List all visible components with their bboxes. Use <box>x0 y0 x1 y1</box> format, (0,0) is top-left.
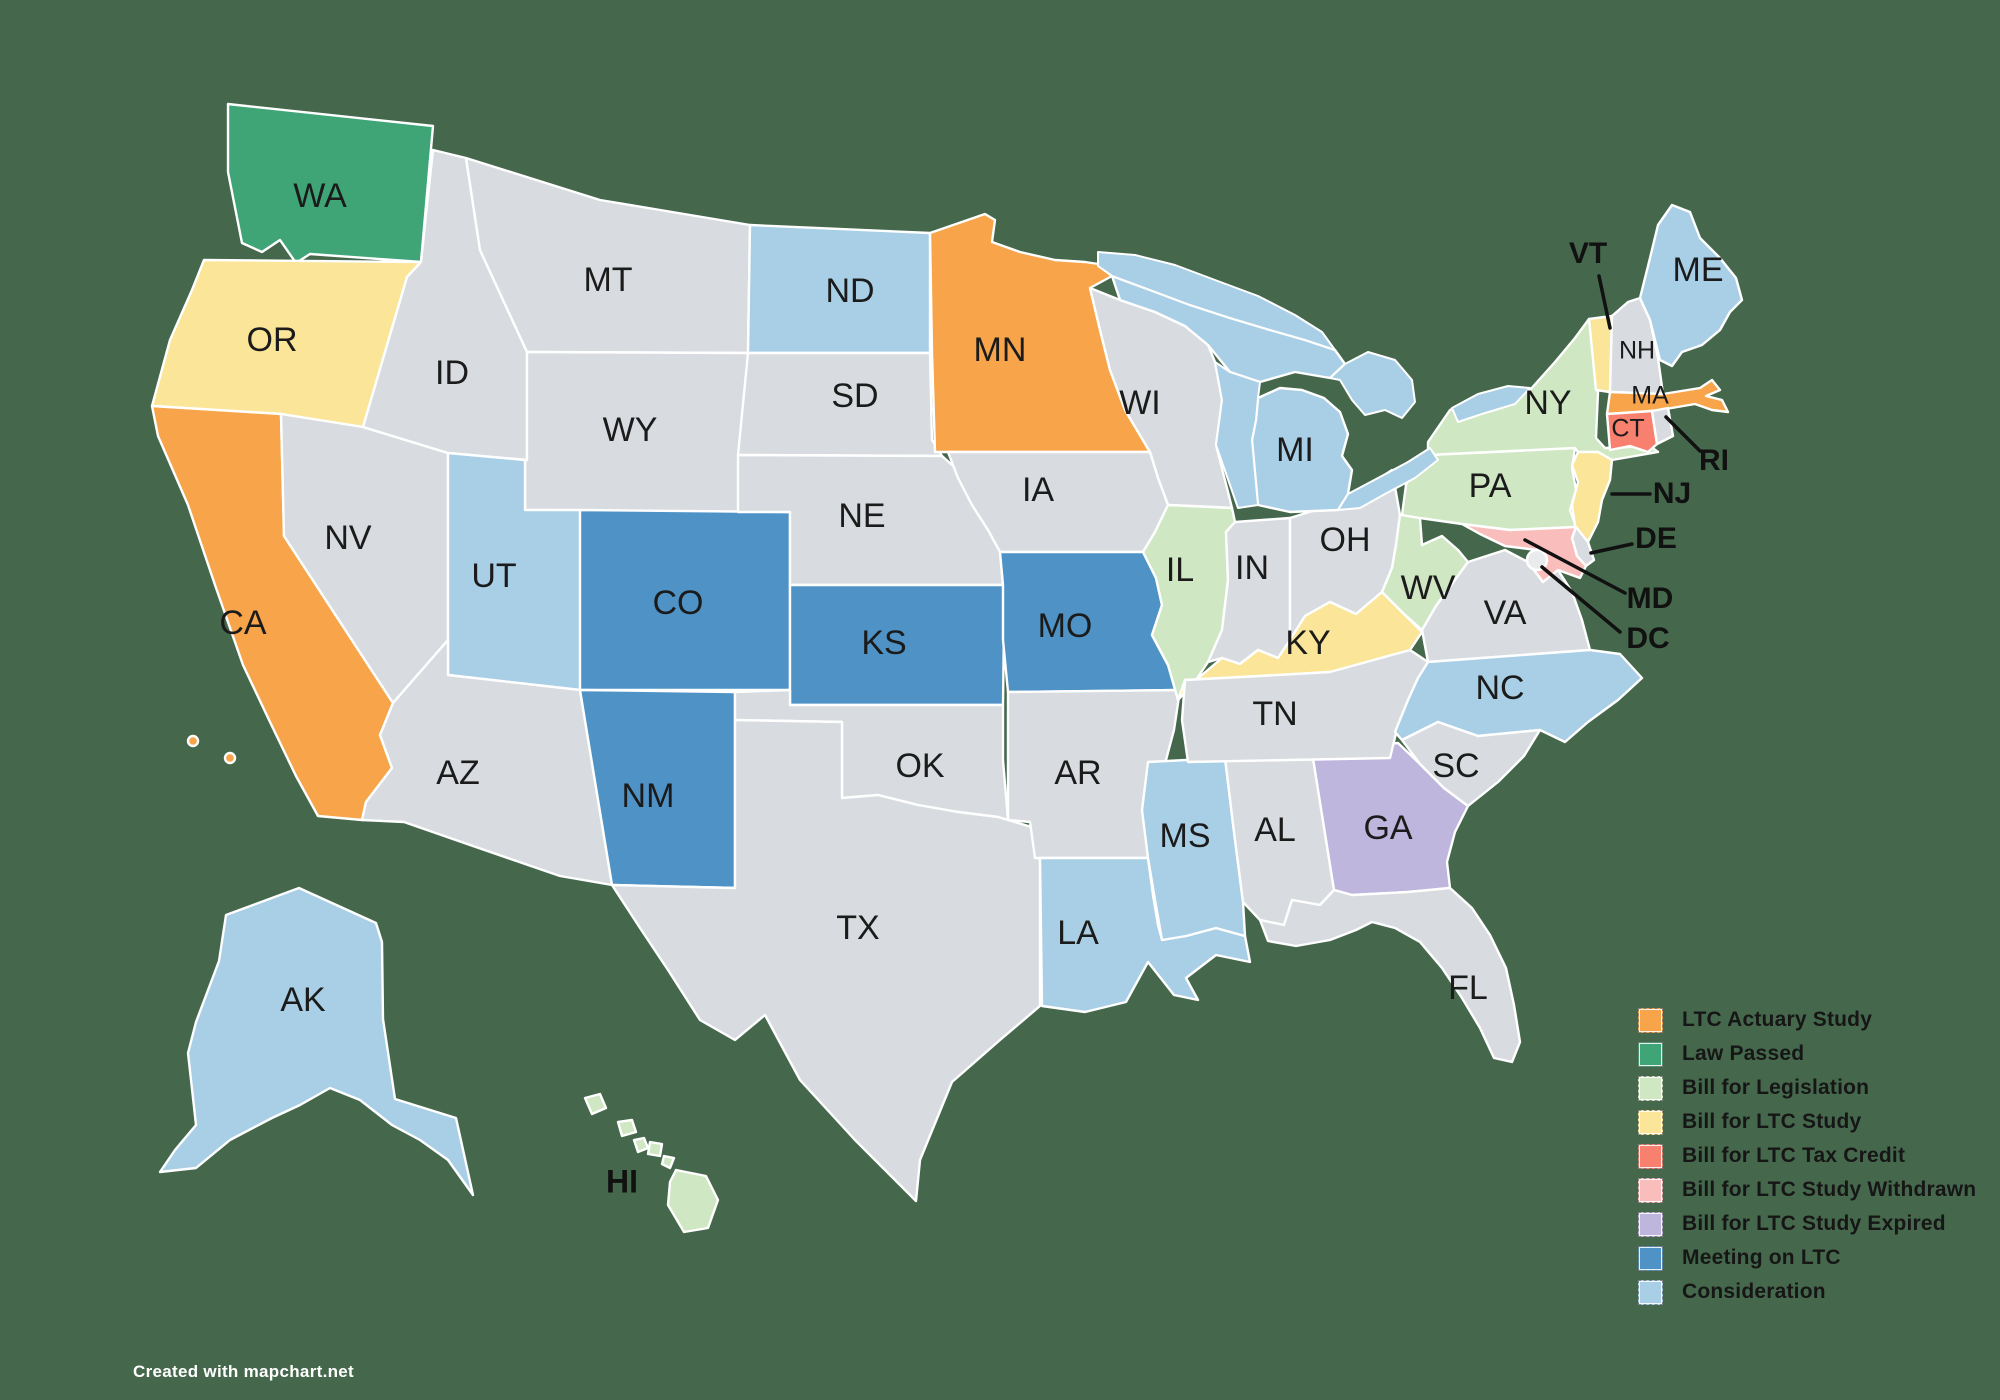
state-ak[interactable] <box>158 886 475 1197</box>
state-tx[interactable] <box>610 718 1042 1203</box>
ca-island <box>186 734 200 748</box>
legend-row: Meeting on LTC <box>1638 1245 1976 1271</box>
legend-label: LTC Actuary Study <box>1682 1008 1873 1031</box>
legend-swatch <box>1638 1177 1663 1203</box>
lake-huron <box>1329 351 1416 419</box>
legend-row: Law Passed <box>1638 1041 1976 1067</box>
label-ri: RI <box>1699 444 1729 477</box>
attribution: Created with mapchart.net <box>133 1362 354 1381</box>
leader-lines <box>1523 274 1702 634</box>
label-nj: NJ <box>1653 477 1691 510</box>
state-ks[interactable] <box>788 583 1015 707</box>
legend-row: Bill for LTC Study Withdrawn <box>1638 1177 1977 1203</box>
leader-ri <box>1664 415 1702 453</box>
legend-row: Bill for LTC Study <box>1638 1109 1976 1135</box>
legend-label: Consideration <box>1682 1280 1826 1303</box>
state-md[interactable] <box>1460 522 1588 584</box>
state-la[interactable] <box>1038 856 1252 1014</box>
label-md: MD <box>1627 582 1674 615</box>
legend-swatch <box>1638 1245 1663 1271</box>
label-dc: DC <box>1626 622 1669 655</box>
leader-dc <box>1540 565 1622 634</box>
state-nd[interactable] <box>746 223 932 355</box>
state-co[interactable] <box>578 508 792 692</box>
legend-label: Bill for LTC Tax Credit <box>1682 1144 1906 1167</box>
legend-label: Law Passed <box>1682 1042 1805 1065</box>
legend-swatch <box>1638 1075 1663 1101</box>
state-ri[interactable] <box>1650 406 1675 446</box>
lakes-layer <box>1097 251 1531 511</box>
state-wa[interactable] <box>226 102 435 265</box>
lake-erie <box>1337 447 1439 511</box>
state-sd[interactable] <box>736 351 944 458</box>
state-ct[interactable] <box>1605 409 1659 454</box>
label-hi: HI <box>606 1163 638 1199</box>
label-vt: VT <box>1569 237 1607 270</box>
state-hi[interactable] <box>583 1092 720 1234</box>
states-layer <box>150 102 1744 1234</box>
legend-label: Bill for LTC Study <box>1682 1110 1862 1133</box>
state-nj[interactable] <box>1570 450 1614 544</box>
legend-swatch <box>1638 1211 1663 1237</box>
lake-superior <box>1097 251 1336 351</box>
legend-row: LTC Actuary Study <box>1638 1007 1976 1033</box>
legend-row: Bill for Legislation <box>1638 1075 1976 1101</box>
state-sc[interactable] <box>1400 720 1542 808</box>
legend-row: Bill for LTC Tax Credit <box>1638 1143 1976 1169</box>
legend-label: Bill for LTC Study Withdrawn <box>1682 1178 1977 1201</box>
label-de: DE <box>1635 522 1677 555</box>
legend-row: Consideration <box>1638 1279 1976 1305</box>
state-wy[interactable] <box>523 350 750 514</box>
legend-label: Bill for LTC Study Expired <box>1682 1212 1946 1235</box>
legend-row: Bill for LTC Study Expired <box>1638 1211 1976 1237</box>
leader-vt <box>1597 274 1612 330</box>
leader-md <box>1523 538 1627 595</box>
dc-marker[interactable] <box>1525 548 1549 572</box>
leader-de <box>1589 542 1634 555</box>
legend-label: Bill for Legislation <box>1682 1076 1870 1099</box>
legend-swatch <box>1638 1041 1663 1067</box>
legend-swatch <box>1638 1279 1663 1305</box>
legend-swatch <box>1638 1007 1663 1033</box>
legend-label: Meeting on LTC <box>1682 1246 1841 1269</box>
lake-michigan <box>1214 361 1261 509</box>
legend-swatch <box>1638 1109 1663 1135</box>
legend-swatch <box>1638 1143 1663 1169</box>
external-labels: VT RI NJ DE MD DC HI <box>606 237 1729 1200</box>
state-me[interactable] <box>1638 203 1744 368</box>
ca-island <box>223 751 237 765</box>
lake-ontario <box>1451 385 1531 423</box>
state-fl[interactable] <box>1258 886 1522 1064</box>
legend: LTC Actuary Study Law Passed Bill for Le… <box>1638 1007 1977 1314</box>
